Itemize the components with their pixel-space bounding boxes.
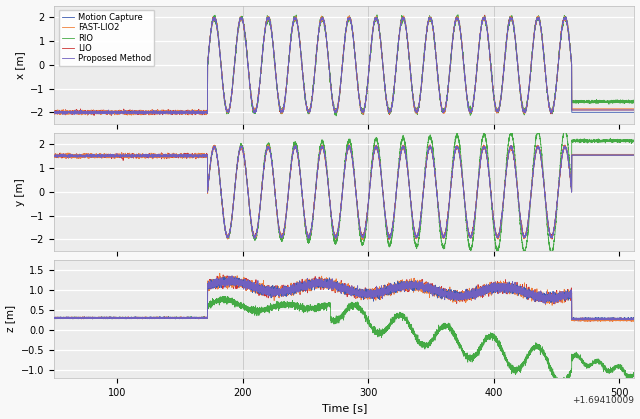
RIO	[51, 110, 58, 115]
Motion Capture	[372, 15, 380, 20]
Line: Motion Capture: Motion Capture	[54, 18, 634, 113]
Motion Capture	[394, 47, 401, 52]
Motion Capture	[481, 16, 488, 21]
LIO	[90, 113, 98, 118]
Proposed Method	[630, 107, 638, 112]
RIO	[481, 15, 488, 20]
Text: +1.69410009: +1.69410009	[572, 396, 634, 405]
LIO	[51, 112, 58, 117]
FAST-LIO2	[511, 39, 519, 44]
RIO	[394, 47, 401, 52]
LIO	[481, 15, 488, 20]
Motion Capture	[260, 32, 268, 37]
Proposed Method	[108, 112, 115, 117]
Line: Proposed Method: Proposed Method	[54, 17, 634, 114]
Motion Capture	[79, 110, 87, 115]
RIO	[454, 12, 462, 17]
Line: LIO: LIO	[54, 15, 634, 116]
Y-axis label: z [m]: z [m]	[6, 305, 15, 332]
LIO	[419, 66, 427, 71]
LIO	[511, 41, 519, 46]
FAST-LIO2	[394, 48, 401, 53]
FAST-LIO2	[346, 13, 353, 18]
FAST-LIO2	[51, 109, 58, 114]
Proposed Method	[419, 66, 427, 71]
RIO	[630, 98, 638, 103]
FAST-LIO2	[630, 106, 638, 111]
Motion Capture	[511, 39, 519, 44]
LIO	[79, 109, 87, 114]
RIO	[511, 41, 519, 46]
Motion Capture	[419, 65, 427, 70]
Proposed Method	[260, 32, 268, 37]
Proposed Method	[394, 48, 401, 53]
FAST-LIO2	[481, 15, 488, 20]
RIO	[419, 65, 427, 70]
Proposed Method	[562, 14, 570, 19]
FAST-LIO2	[79, 110, 87, 115]
LIO	[481, 13, 488, 18]
Proposed Method	[481, 17, 488, 22]
LIO	[394, 49, 401, 54]
Proposed Method	[51, 110, 58, 115]
FAST-LIO2	[260, 32, 268, 37]
LIO	[630, 107, 638, 112]
FAST-LIO2	[107, 113, 115, 118]
Motion Capture	[51, 109, 58, 114]
Proposed Method	[79, 110, 87, 115]
Line: FAST-LIO2: FAST-LIO2	[54, 16, 634, 115]
Line: RIO: RIO	[54, 15, 634, 116]
Motion Capture	[630, 110, 638, 115]
RIO	[79, 110, 87, 115]
FAST-LIO2	[419, 66, 427, 71]
RIO	[260, 32, 268, 37]
Legend: Motion Capture, FAST-LIO2, RIO, LIO, Proposed Method: Motion Capture, FAST-LIO2, RIO, LIO, Pro…	[58, 10, 154, 66]
RIO	[332, 114, 340, 119]
LIO	[260, 34, 268, 39]
Y-axis label: x [m]: x [m]	[15, 51, 25, 79]
Proposed Method	[511, 38, 519, 43]
X-axis label: Time [s]: Time [s]	[322, 403, 367, 414]
Y-axis label: y [m]: y [m]	[15, 178, 25, 206]
Motion Capture	[197, 111, 205, 116]
